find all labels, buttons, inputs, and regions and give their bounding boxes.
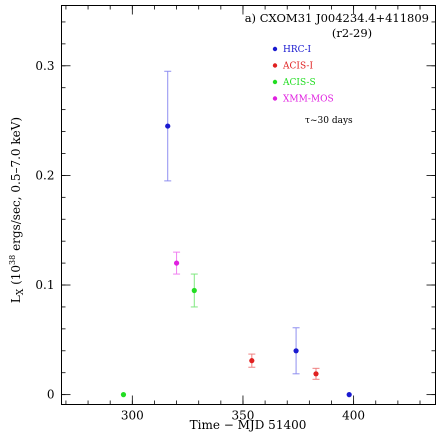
tick-labels: 300 350 400 0 0.1 0.2 0.3 — [35, 59, 365, 423]
data-point — [249, 358, 255, 364]
y-axis-label: LX (1038 ergs/sec, 0.5–7.0 keV) — [8, 117, 26, 303]
y-tick-label: 0.1 — [35, 278, 54, 292]
y-label-rest: ergs/sec, 0.5–7.0 keV) — [9, 117, 23, 255]
data-point — [313, 371, 319, 377]
data-point — [346, 392, 352, 398]
x-axis-label: Time − MJD 51400 — [190, 418, 307, 432]
legend-label: XMM-MOS — [283, 95, 334, 105]
data-points — [120, 123, 352, 398]
y-tick-label: 0.2 — [35, 168, 54, 182]
legend-marker — [272, 79, 278, 85]
y-tick-label: 0.3 — [35, 59, 54, 73]
y-label-sub: X — [16, 288, 26, 295]
x-tick-label: 400 — [342, 409, 365, 423]
error-bars — [164, 70, 320, 380]
axis-ticks — [61, 5, 436, 405]
plot-frame — [61, 5, 436, 405]
data-point — [165, 123, 171, 129]
data-point — [173, 260, 180, 266]
chart-title-line2: (r2-29) — [332, 26, 372, 40]
legend-marker — [272, 96, 278, 101]
legend-marker — [272, 63, 278, 68]
data-point — [191, 287, 197, 294]
x-tick-label: 350 — [232, 409, 255, 423]
y-label-main: L — [9, 295, 23, 303]
x-tick-label: 300 — [121, 409, 144, 423]
legend-marker — [272, 46, 278, 52]
y-label-exp: 38 — [8, 255, 17, 265]
annotation-tau: τ~30 days — [305, 116, 353, 126]
y-label-paren: (10 — [9, 265, 23, 285]
y-tick-label: 0 — [47, 388, 55, 402]
legend: HRC-I ACIS-I ACIS-S XMM-MOS — [272, 45, 334, 105]
chart-title-line1: a) CXOM31 J004234.4+411809 — [245, 11, 429, 25]
legend-label: HRC-I — [283, 45, 312, 55]
svg-text:LX (1038 ergs/sec, 0.5–7.0 keV: LX (1038 ergs/sec, 0.5–7.0 keV) — [8, 117, 26, 303]
legend-label: ACIS-I — [282, 62, 313, 72]
legend-label: ACIS-S — [282, 78, 316, 88]
data-point — [293, 348, 299, 354]
data-point — [120, 392, 127, 398]
